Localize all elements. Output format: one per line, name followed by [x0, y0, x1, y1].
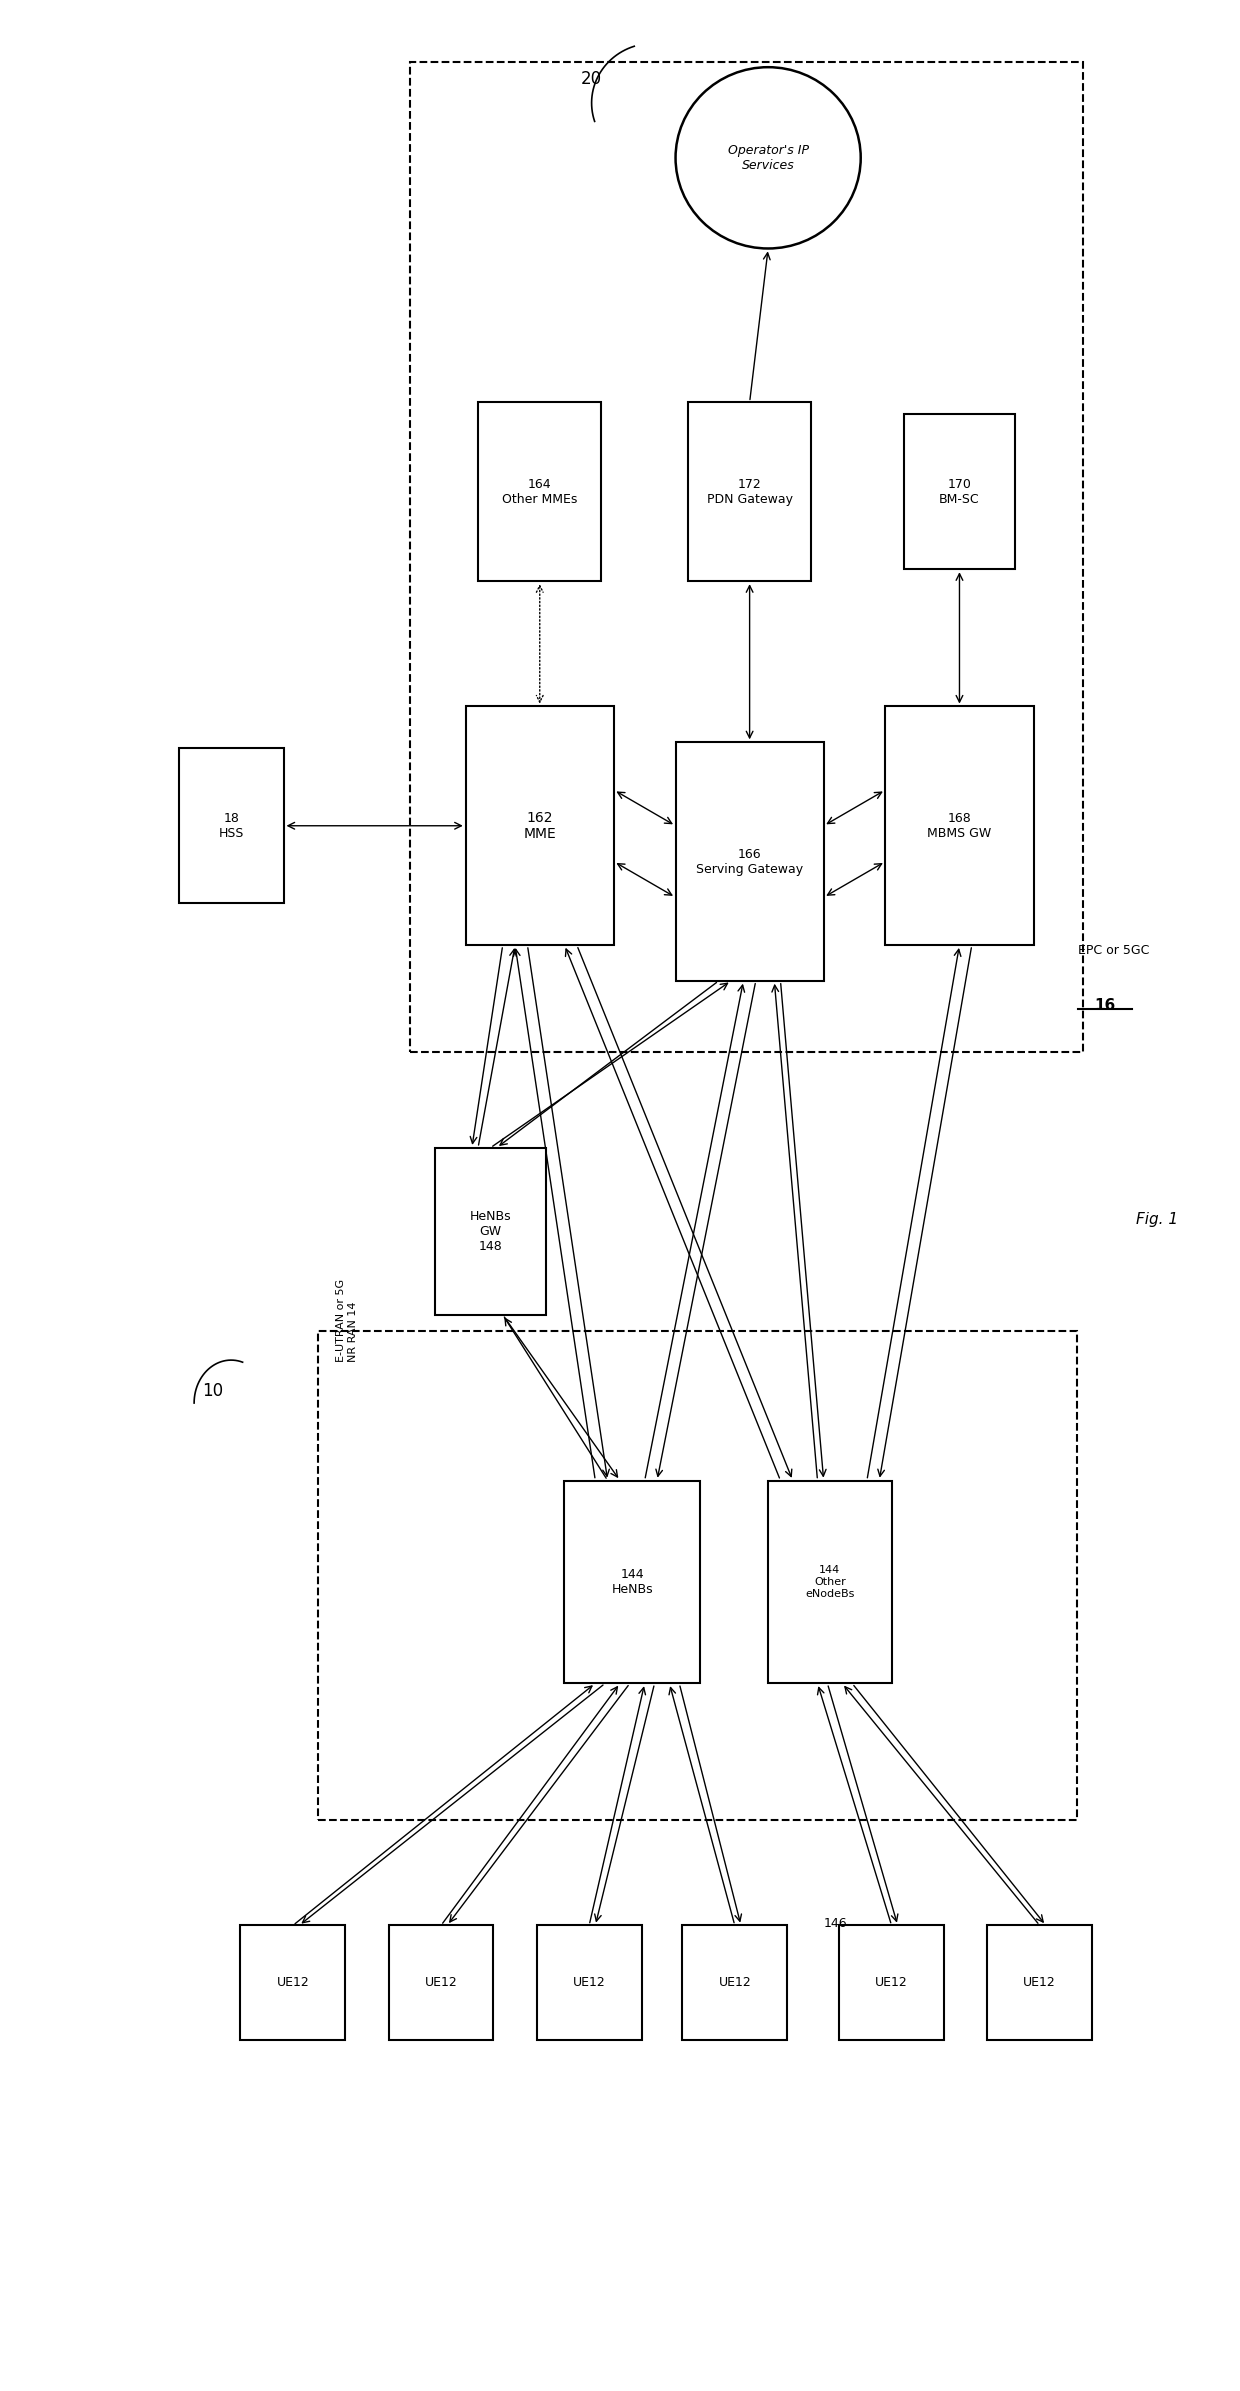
- FancyBboxPatch shape: [466, 705, 614, 944]
- Text: 20: 20: [582, 69, 603, 88]
- Text: 162
MME: 162 MME: [523, 811, 556, 842]
- Text: 144
Other
eNodeBs: 144 Other eNodeBs: [805, 1566, 854, 1600]
- FancyBboxPatch shape: [479, 402, 601, 581]
- FancyBboxPatch shape: [839, 1925, 944, 2040]
- Text: 166
Serving Gateway: 166 Serving Gateway: [696, 846, 804, 875]
- Text: UE12: UE12: [1023, 1977, 1056, 1989]
- FancyBboxPatch shape: [537, 1925, 641, 2040]
- Text: UE12: UE12: [573, 1977, 605, 1989]
- FancyBboxPatch shape: [179, 748, 284, 904]
- Ellipse shape: [676, 67, 861, 249]
- Text: 10: 10: [202, 1382, 223, 1401]
- Text: EPC or 5GC: EPC or 5GC: [1078, 944, 1149, 956]
- Text: 146: 146: [823, 1918, 847, 1930]
- FancyBboxPatch shape: [885, 705, 1033, 944]
- FancyBboxPatch shape: [688, 402, 811, 581]
- Text: 16: 16: [1095, 997, 1116, 1011]
- Text: UE12: UE12: [424, 1977, 458, 1989]
- Text: 172
PDN Gateway: 172 PDN Gateway: [707, 478, 792, 507]
- Text: HeNBs
GW
148: HeNBs GW 148: [470, 1210, 511, 1253]
- FancyBboxPatch shape: [388, 1925, 494, 2040]
- Text: Fig. 1: Fig. 1: [1136, 1212, 1178, 1227]
- FancyBboxPatch shape: [768, 1480, 892, 1683]
- FancyBboxPatch shape: [682, 1925, 787, 2040]
- FancyBboxPatch shape: [904, 414, 1016, 569]
- Text: 164
Other MMEs: 164 Other MMEs: [502, 478, 578, 507]
- FancyBboxPatch shape: [564, 1480, 701, 1683]
- Text: 170
BM-SC: 170 BM-SC: [939, 478, 980, 507]
- Text: UE12: UE12: [718, 1977, 751, 1989]
- Text: 18
HSS: 18 HSS: [218, 813, 244, 839]
- Text: UE12: UE12: [875, 1977, 908, 1989]
- Text: Operator's IP
Services: Operator's IP Services: [728, 143, 808, 172]
- FancyBboxPatch shape: [987, 1925, 1092, 2040]
- FancyBboxPatch shape: [241, 1925, 345, 2040]
- Text: UE12: UE12: [277, 1977, 309, 1989]
- Text: 168
MBMS GW: 168 MBMS GW: [928, 813, 992, 839]
- Text: 144
HeNBs: 144 HeNBs: [611, 1568, 653, 1595]
- Text: E-UTRAN or 5G
NR RAN 14: E-UTRAN or 5G NR RAN 14: [336, 1279, 357, 1363]
- FancyBboxPatch shape: [676, 741, 823, 980]
- FancyBboxPatch shape: [435, 1148, 546, 1315]
